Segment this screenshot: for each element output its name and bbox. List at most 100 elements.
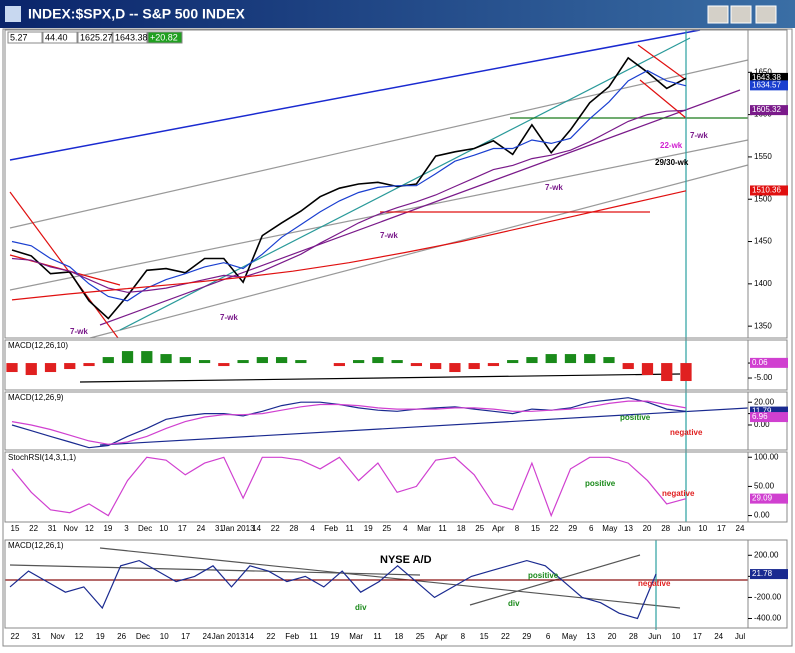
histogram-bar [545, 354, 557, 364]
x-tick-label: Nov [64, 524, 78, 533]
panel-label-bg [6, 393, 86, 403]
annotation: 22-wk [660, 141, 683, 150]
x-tick-label: 24 [736, 524, 745, 533]
histogram-bar [410, 363, 423, 367]
quote-row: 5.27 44.40 1625.27 1643.38 +20.82 [7, 31, 183, 44]
window-title: INDEX:$SPX,D -- S&P 500 INDEX [28, 6, 245, 22]
histogram-bar [487, 363, 500, 367]
x-tick-label: Jan 2013 [212, 632, 245, 641]
quote-value: 5.27 [10, 32, 28, 42]
histogram-bar [295, 360, 307, 364]
histogram-bar [564, 354, 577, 364]
x-tick-label: 29 [568, 524, 577, 533]
annotation: 7-wk [70, 327, 88, 336]
annotation: positive [620, 413, 651, 422]
x-tick-label: 3 [124, 524, 129, 533]
x-tick-label: 14 [245, 632, 254, 641]
y-tick-label: 0.00 [754, 511, 770, 520]
x-tick-label: 13 [586, 632, 595, 641]
maximize-button[interactable] [730, 5, 752, 24]
histogram-bar [641, 363, 654, 376]
x-tick-label: Feb [324, 524, 338, 533]
x-tick-label: Jan 2013 [222, 524, 255, 533]
histogram-bar [661, 363, 673, 382]
histogram-bar [430, 363, 442, 370]
series-line [11, 456, 687, 518]
x-tick-label: 4 [403, 524, 408, 533]
x-tick-label: Jun [678, 524, 691, 533]
quote-value: +20.82 [150, 32, 178, 42]
histogram-bar [179, 357, 191, 364]
x-tick-label: 24 [202, 632, 211, 641]
panel-label: StochRSI(14,3,1,1) [8, 453, 76, 462]
value-badge [750, 493, 788, 504]
x-tick-label: 6 [546, 632, 551, 641]
x-tick-label: 22 [271, 524, 280, 533]
x-tick-label: 18 [457, 524, 466, 533]
annotation: 29/30-wk [655, 158, 689, 167]
y-tick-label: -5.00 [754, 373, 773, 382]
x-tick-label: 10 [698, 524, 707, 533]
histogram-bar [680, 363, 692, 382]
x-tick-label: 12 [85, 524, 94, 533]
chart-frame [2, 28, 793, 647]
x-tick-label: Apr [435, 632, 448, 641]
y-tick-label: 1350 [754, 321, 772, 330]
x-tick-label: Dec [138, 524, 152, 533]
x-tick-label: 24 [196, 524, 205, 533]
value-badge-label: 29.09 [752, 494, 773, 503]
annotation: 7-wk [220, 313, 238, 322]
series-line [11, 69, 687, 302]
series-line [11, 190, 687, 301]
x-tick-label: 28 [289, 524, 298, 533]
close-button[interactable] [755, 5, 777, 24]
histogram-bar [102, 357, 114, 364]
y-tick-label: 1500 [754, 194, 772, 203]
histogram-bar [391, 360, 403, 364]
y-tick-label: 1400 [754, 279, 772, 288]
value-badge [750, 105, 788, 116]
x-tick-label: 15 [480, 632, 489, 641]
x-tick-label: 17 [693, 632, 702, 641]
histogram-bar [526, 357, 538, 364]
x-tick-label: 22 [11, 632, 20, 641]
x-tick-label: 24 [714, 632, 723, 641]
y-tick-label: 1550 [754, 152, 772, 161]
annotation: negative [670, 428, 703, 437]
x-tick-label: 29 [522, 632, 531, 641]
x-tick-label: 8 [515, 524, 520, 533]
x-tick-label: 31 [215, 524, 224, 533]
value-badge-label: 1634.57 [752, 80, 781, 89]
x-tick-label: 10 [160, 632, 169, 641]
histogram-bar [121, 351, 134, 364]
value-badge-label: 1605.32 [752, 105, 781, 114]
histogram-bar [64, 363, 76, 370]
x-tick-label: 22 [550, 524, 559, 533]
title-bar [0, 0, 795, 28]
annotation: NYSE A/D [380, 554, 432, 566]
minimize-button[interactable] [707, 5, 729, 24]
x-tick-label: 20 [608, 632, 617, 641]
x-tick-label: Nov [51, 632, 65, 641]
x-tick-label: 26 [117, 632, 126, 641]
y-tick-label: 0.00 [754, 420, 770, 429]
x-tick-label: Mar [349, 632, 363, 641]
x-tick-label: May [602, 524, 617, 533]
quote-value: 1625.27 [80, 32, 113, 42]
panel-label: MACD(12,26,10) [8, 341, 68, 350]
y-tick-label: 50.00 [754, 482, 775, 491]
x-tick-label: 19 [103, 524, 112, 533]
x-tick-label: 11 [345, 524, 354, 533]
quote-box [42, 31, 78, 44]
app-icon [5, 6, 21, 22]
x-tick-label: 10 [159, 524, 168, 533]
quote-value: 44.40 [45, 32, 68, 42]
histogram-bar [160, 354, 172, 364]
x-tick-label: 10 [672, 632, 681, 641]
annotation: div [355, 603, 367, 612]
value-badge [750, 406, 788, 417]
histogram-bar [237, 360, 249, 364]
histogram-bar [468, 363, 480, 370]
panel-label-bg [6, 341, 86, 351]
